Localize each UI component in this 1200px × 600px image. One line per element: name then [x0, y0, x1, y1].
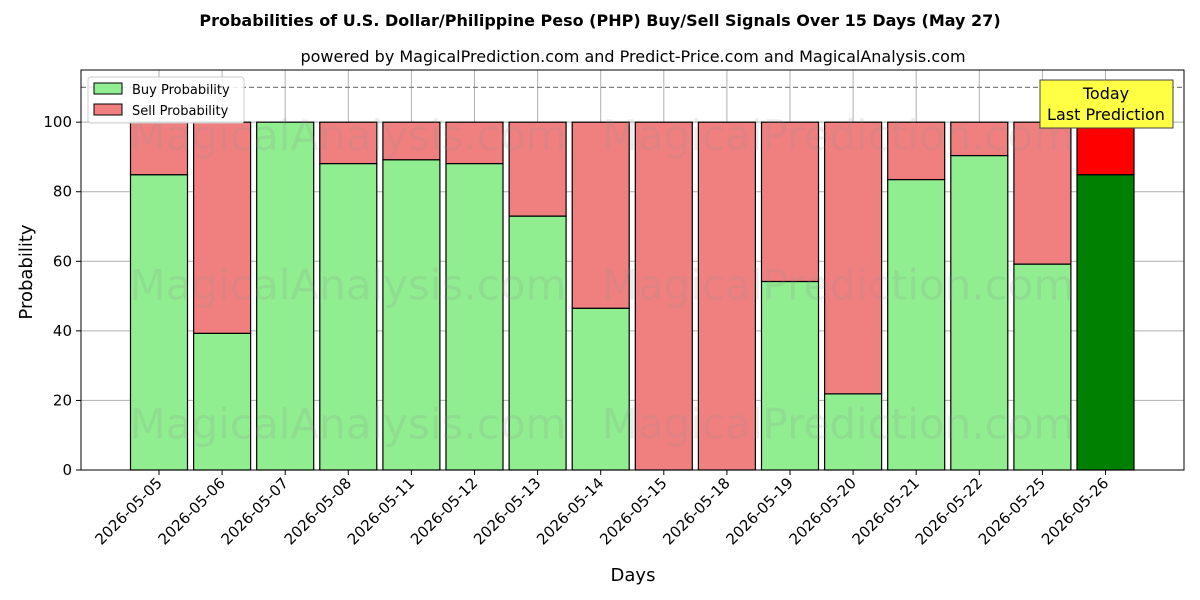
bar-buy [760, 280, 820, 471]
watermark: MagicalAnalysis.com [130, 400, 567, 449]
x-tick-label: 2026-05-08 [281, 474, 355, 548]
plot-frame [80, 69, 1185, 471]
x-tick-label: 2026-05-25 [975, 474, 1049, 548]
bar-sell [823, 121, 883, 395]
y-tick-label: 20 [53, 391, 72, 409]
bar-buy [319, 162, 378, 471]
bar-sell [634, 121, 693, 471]
y-axis-ticks: 0 20 40 60 80 100 [43, 113, 81, 479]
chart-title: Probabilities of U.S. Dollar/Philippine … [199, 11, 1000, 30]
legend-box [87, 76, 245, 124]
x-tick-label: 2026-05-22 [912, 474, 986, 548]
bar-buy [1013, 263, 1072, 471]
x-tick-label: 2026-05-14 [533, 474, 607, 548]
bar-buy [571, 307, 630, 471]
x-tick-label: 2026-05-13 [470, 474, 544, 548]
watermark: MagicalPrediction.com [602, 111, 1075, 160]
bar-buy [193, 332, 252, 471]
x-tick-label: 2026-05-26 [1038, 474, 1112, 548]
today-annotation: Today Last Prediction [1039, 79, 1174, 129]
bar-sell [1076, 121, 1135, 176]
x-tick-label: 2026-05-15 [596, 474, 670, 548]
bars [129, 121, 1135, 471]
legend: Buy Probability Sell Probability [87, 76, 245, 124]
bar-sell [697, 121, 757, 471]
today-annotation-line1: Today [1082, 84, 1129, 103]
x-tick-label: 2026-05-05 [91, 474, 165, 548]
bar-buy [1076, 174, 1135, 471]
today-annotation-line2: Last Prediction [1047, 105, 1165, 124]
watermark: MagicalAnalysis.com [130, 261, 567, 310]
bar-buy [445, 162, 504, 471]
y-tick-label: 60 [53, 252, 72, 270]
bar-buy [508, 215, 567, 471]
y-tick-label: 100 [43, 113, 72, 131]
x-axis-ticks: 2026-05-052026-05-062026-05-072026-05-08… [91, 470, 1112, 548]
bar-sell [382, 121, 441, 161]
watermark: MagicalPrediction.com [602, 261, 1075, 310]
legend-label-sell: Sell Probability [132, 104, 229, 119]
y-tick-label: 80 [53, 183, 72, 201]
bar-buy [950, 154, 1009, 471]
x-tick-label: 2026-05-19 [722, 474, 796, 548]
x-tick-label: 2026-05-21 [849, 474, 923, 548]
x-tick-label: 2026-05-12 [407, 474, 481, 548]
x-tick-label: 2026-05-20 [786, 474, 860, 548]
bar-sell [319, 121, 378, 165]
x-tick-label: 2026-05-11 [344, 474, 418, 548]
y-tick-label: 0 [62, 461, 72, 479]
legend-swatch-sell [93, 103, 123, 116]
today-annotation-box [1039, 79, 1174, 129]
bar-sell [950, 121, 1009, 157]
watermark: MagicalPrediction.com [602, 400, 1075, 449]
bar-sell [760, 121, 820, 283]
bar-buy [887, 178, 946, 471]
x-tick-label: 2026-05-07 [218, 474, 292, 548]
y-axis-label: Probability [16, 224, 37, 319]
bar-sell [887, 121, 946, 181]
x-axis-label: Days [611, 565, 656, 586]
bar-sell [445, 121, 504, 165]
bar-sell [571, 121, 630, 309]
x-tick-label: 2026-05-06 [155, 474, 229, 548]
legend-label-buy: Buy Probability [132, 83, 230, 98]
legend-swatch-buy [93, 82, 123, 95]
y-tick-label: 40 [53, 322, 72, 340]
bar-sell [508, 121, 567, 217]
bar-buy [256, 121, 315, 471]
x-tick-label: 2026-05-18 [659, 474, 733, 548]
chart-subtitle: powered by MagicalPrediction.com and Pre… [300, 47, 965, 66]
